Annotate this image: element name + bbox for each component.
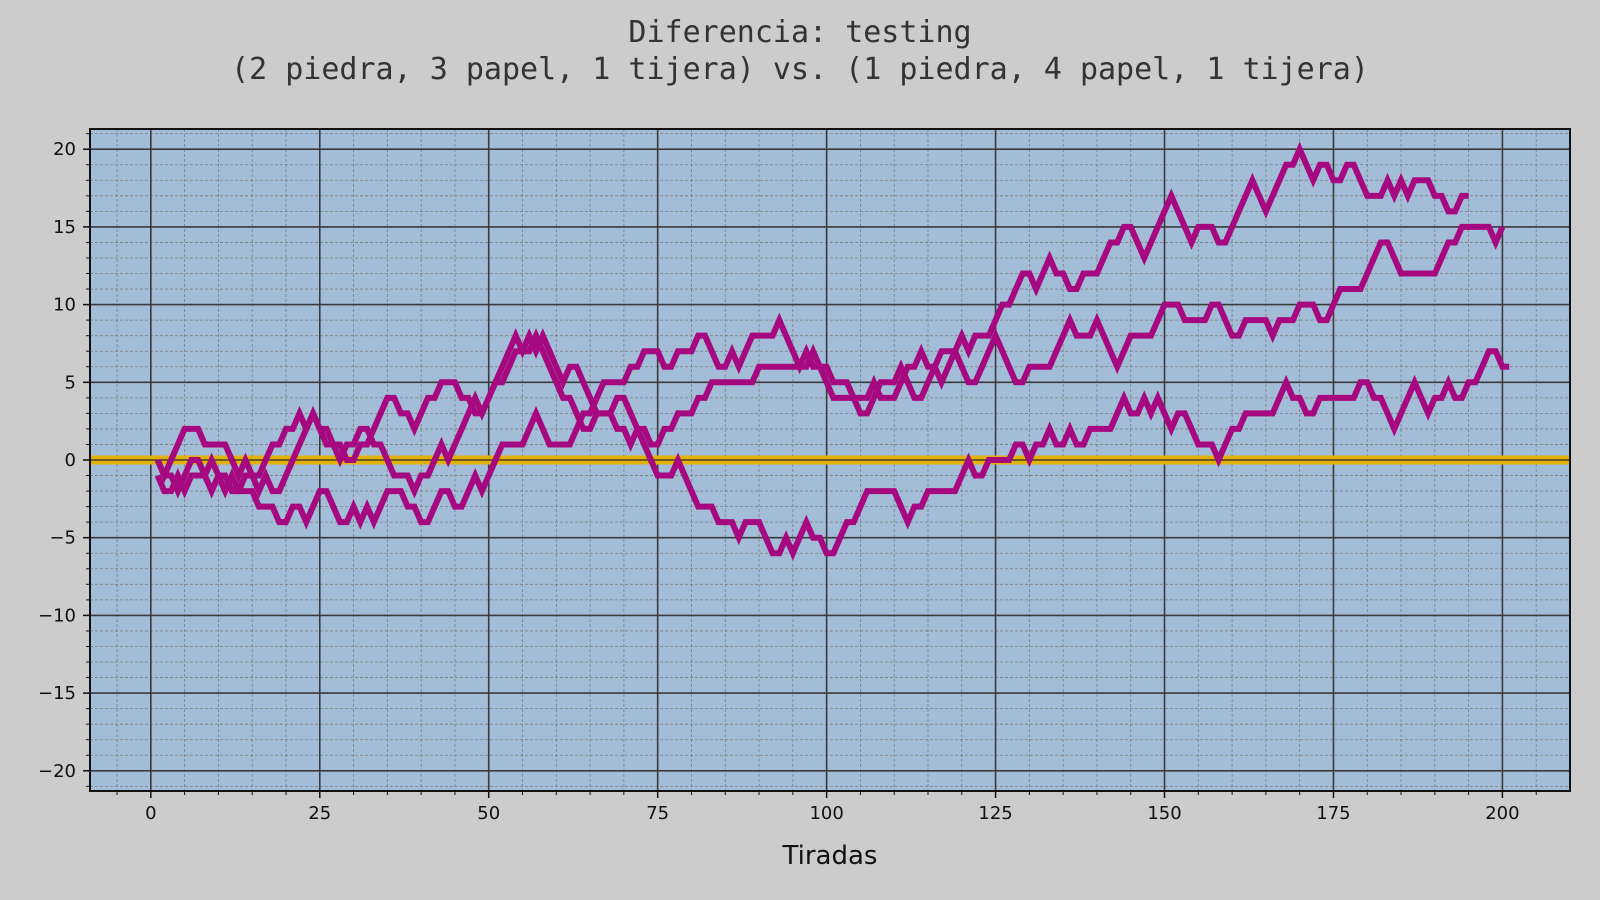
x-tick-label: 100	[809, 803, 843, 824]
series-group	[154, 141, 1510, 561]
y-tick-label: 15	[53, 217, 76, 238]
y-tick-label: 10	[53, 295, 76, 316]
y-tick-label: −10	[38, 605, 76, 626]
x-tick-label: 125	[978, 803, 1012, 824]
x-tick-label: 50	[477, 803, 500, 824]
series-line-3	[154, 141, 1469, 530]
y-tick-label: −20	[38, 761, 76, 782]
axis-ticks	[83, 133, 1537, 798]
series-line-1	[154, 328, 1510, 561]
chart-subtitle: (2 piedra, 3 papel, 1 tijera) vs. (1 pie…	[231, 52, 1369, 87]
y-tick-label: 0	[65, 450, 76, 471]
y-tick-label: −5	[49, 528, 76, 549]
x-axis-label: Tiradas	[782, 841, 878, 871]
x-tick-label: 200	[1485, 803, 1519, 824]
x-tick-label: 150	[1147, 803, 1181, 824]
x-tick-label: 75	[646, 803, 669, 824]
x-tick-label: 175	[1316, 803, 1350, 824]
y-tick-label: 5	[65, 372, 76, 393]
y-tick-label: 20	[53, 139, 76, 160]
chart-title: Diferencia: testing	[628, 15, 971, 50]
y-tick-label: −15	[38, 683, 76, 704]
x-tick-label: 0	[145, 803, 156, 824]
x-tick-label: 25	[308, 803, 331, 824]
series-line-2	[154, 223, 1506, 499]
y-tick-labels: 20 15 10 5 0 −5 −10 −15 −20	[38, 139, 76, 782]
x-tick-labels: 0 25 50 75 100 125 150 175 200	[145, 803, 1520, 824]
